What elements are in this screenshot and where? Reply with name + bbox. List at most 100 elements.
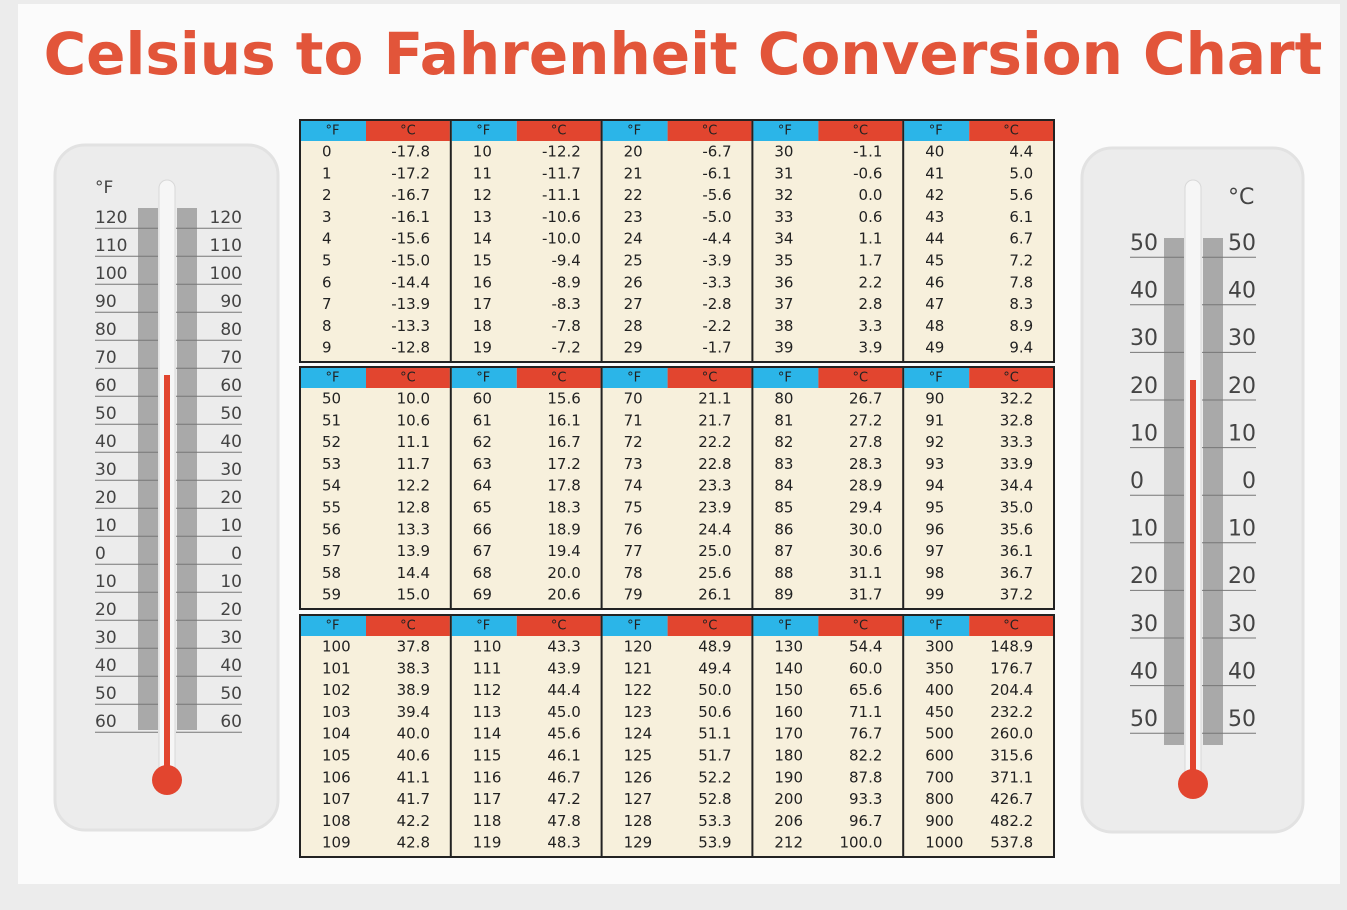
celsius-value: 13.9 bbox=[397, 542, 430, 560]
fahrenheit-value: 112 bbox=[473, 681, 502, 699]
fahrenheit-value: 84 bbox=[774, 477, 793, 495]
scale-label: 20 bbox=[1228, 374, 1256, 399]
scale-label: 40 bbox=[220, 656, 242, 676]
fahrenheit-value: 400 bbox=[925, 681, 954, 699]
scale-label: 10 bbox=[220, 572, 242, 592]
celsius-value: 21.1 bbox=[698, 390, 731, 408]
celsius-value: -11.1 bbox=[542, 186, 581, 204]
celsius-value: -1.7 bbox=[702, 339, 731, 357]
celsius-value: 46.1 bbox=[547, 747, 580, 765]
scale-label: 60 bbox=[220, 376, 242, 396]
celsius-value: 31.7 bbox=[849, 586, 882, 604]
header-c bbox=[516, 368, 601, 388]
header-label: °F bbox=[326, 371, 340, 386]
celsius-value: 34.4 bbox=[1000, 477, 1033, 495]
fahrenheit-value: 90 bbox=[925, 390, 944, 408]
fahrenheit-value: 123 bbox=[624, 703, 653, 721]
celsius-value: 27.2 bbox=[849, 411, 882, 429]
fahrenheit-value: 1 bbox=[322, 164, 332, 182]
fahrenheit-value: 94 bbox=[925, 477, 944, 495]
fahrenheit-value: 113 bbox=[473, 703, 502, 721]
scale-label: 50 bbox=[1130, 707, 1158, 732]
celsius-value: 28.9 bbox=[849, 477, 882, 495]
scale-label: 110 bbox=[95, 236, 127, 256]
fahrenheit-value: 116 bbox=[473, 768, 502, 786]
fahrenheit-value: 27 bbox=[624, 295, 643, 313]
fahrenheit-value: 65 bbox=[473, 499, 492, 517]
celsius-value: -7.2 bbox=[552, 339, 581, 357]
header-c bbox=[818, 121, 903, 141]
scale-label: 30 bbox=[220, 628, 242, 648]
fahrenheit-value: 51 bbox=[322, 411, 341, 429]
celsius-value: 21.7 bbox=[698, 411, 731, 429]
fahrenheit-value: 60 bbox=[473, 390, 492, 408]
scale-label: 120 bbox=[95, 208, 127, 228]
fahrenheit-value: 2 bbox=[322, 186, 332, 204]
fahrenheit-value: 79 bbox=[624, 586, 643, 604]
fahrenheit-value: 3 bbox=[322, 208, 332, 226]
header-label: °F bbox=[326, 619, 340, 634]
celsius-value: 8.9 bbox=[1009, 317, 1033, 335]
scale-label: 20 bbox=[95, 488, 117, 508]
fahrenheit-value: 108 bbox=[322, 812, 351, 830]
scale-label: 50 bbox=[220, 684, 242, 704]
celsius-value: 60.0 bbox=[849, 659, 882, 677]
header-c bbox=[366, 368, 450, 388]
fahrenheit-value: 206 bbox=[774, 812, 803, 830]
header-label: °F bbox=[627, 371, 641, 386]
header-c bbox=[667, 616, 752, 636]
scale-band bbox=[1164, 238, 1184, 745]
celsius-value: 50.6 bbox=[698, 703, 731, 721]
fahrenheit-value: 70 bbox=[624, 390, 643, 408]
celsius-value: 23.9 bbox=[698, 499, 731, 517]
celsius-value: 33.9 bbox=[1000, 455, 1033, 473]
fahrenheit-value: 300 bbox=[925, 638, 954, 656]
fahrenheit-value: 212 bbox=[774, 834, 803, 852]
celsius-value: 2.2 bbox=[859, 273, 883, 291]
fahrenheit-value: 150 bbox=[774, 681, 803, 699]
celsius-value: 76.7 bbox=[849, 725, 882, 743]
fahrenheit-value: 600 bbox=[925, 747, 954, 765]
header-c bbox=[818, 616, 903, 636]
scale-label: 10 bbox=[1130, 517, 1158, 542]
fahrenheit-value: 61 bbox=[473, 411, 492, 429]
fahrenheit-value: 28 bbox=[624, 317, 643, 335]
fahrenheit-value: 56 bbox=[322, 520, 341, 538]
header-f bbox=[301, 121, 366, 141]
fahrenheit-value: 700 bbox=[925, 768, 954, 786]
fahrenheit-value: 11 bbox=[473, 164, 492, 182]
fahrenheit-value: 115 bbox=[473, 747, 502, 765]
header-label: °C bbox=[400, 124, 416, 139]
header-c bbox=[667, 121, 752, 141]
fahrenheit-value: 52 bbox=[322, 433, 341, 451]
fahrenheit-value: 55 bbox=[322, 499, 341, 517]
title: Celsius to Fahrenheit Conversion Chart bbox=[44, 20, 1323, 88]
fahrenheit-value: 45 bbox=[925, 252, 944, 270]
fahrenheit-value: 22 bbox=[624, 186, 643, 204]
header-label: °C bbox=[551, 371, 567, 386]
fahrenheit-value: 500 bbox=[925, 725, 954, 743]
scale-label: 40 bbox=[220, 432, 242, 452]
celsius-value: 10.6 bbox=[397, 411, 430, 429]
fahrenheit-value: 88 bbox=[774, 564, 793, 582]
celsius-value: 7.2 bbox=[1009, 252, 1033, 270]
celsius-value: 17.2 bbox=[547, 455, 580, 473]
celsius-value: 47.2 bbox=[547, 790, 580, 808]
celsius-value: 23.3 bbox=[698, 477, 731, 495]
celsius-value: -2.8 bbox=[702, 295, 731, 313]
fahrenheit-value: 128 bbox=[624, 812, 653, 830]
header-c bbox=[667, 368, 752, 388]
celsius-value: 10.0 bbox=[397, 390, 430, 408]
celsius-value: 7.8 bbox=[1009, 273, 1033, 291]
fahrenheit-value: 105 bbox=[322, 747, 351, 765]
celsius-value: 28.3 bbox=[849, 455, 882, 473]
fahrenheit-value: 5 bbox=[322, 252, 332, 270]
celsius-value: 53.9 bbox=[698, 834, 731, 852]
fahrenheit-value: 71 bbox=[624, 411, 643, 429]
celsius-value: 39.4 bbox=[397, 703, 430, 721]
fahrenheit-value: 25 bbox=[624, 252, 643, 270]
fahrenheit-value: 39 bbox=[774, 339, 793, 357]
scale-band bbox=[138, 208, 158, 730]
celsius-value: 52.8 bbox=[698, 790, 731, 808]
fahrenheit-value: 33 bbox=[774, 208, 793, 226]
